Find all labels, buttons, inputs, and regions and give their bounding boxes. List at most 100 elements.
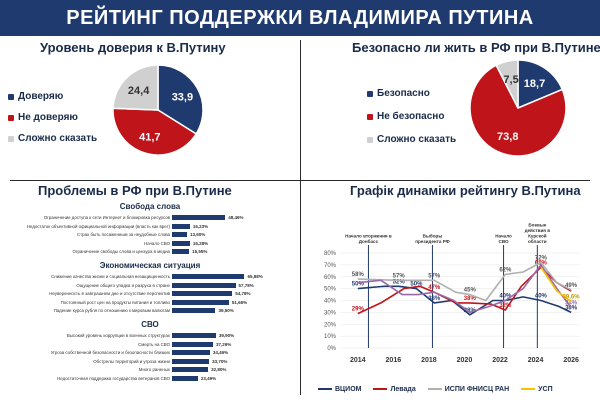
bar <box>172 274 245 279</box>
legend-label: УСП <box>538 386 553 393</box>
legend-swatch <box>367 113 373 120</box>
series-line <box>540 266 572 303</box>
x-tick-label: 2026 <box>563 357 579 364</box>
bar-label: Ощущение общего упадка и разруха в стран… <box>76 282 170 288</box>
safety-chart-title: Безопасно ли жить в РФ при В.Путине? <box>352 40 600 55</box>
data-label: 47% <box>428 285 441 291</box>
data-label: 34% <box>565 301 578 307</box>
bar-row: Ограничение доступа к сети Интернет и бл… <box>0 214 300 221</box>
x-tick-label: 2018 <box>421 357 437 364</box>
bar-label: Неуверенность в завтрашнем дне и отсутст… <box>49 291 170 297</box>
data-label: 38% <box>464 296 477 302</box>
bar <box>172 308 216 314</box>
bar-label: Ограничение доступа к сети Интернет и бл… <box>43 215 170 220</box>
legend-item: ИСПИ ФНИСЦ РАН <box>427 386 510 393</box>
bar-value-label: 39,90% <box>218 333 235 338</box>
event-label: Начало вторжения в <box>345 234 392 239</box>
pie-slice-label: 41,7 <box>139 132 160 144</box>
legend-item-unsure: Сложно сказать <box>367 128 456 151</box>
series-line <box>357 285 572 316</box>
problems-bar-chart: Свобода слова Ограничение доступа к сети … <box>0 194 300 400</box>
data-label: 32% <box>499 303 512 309</box>
dynamics-chart-title: Графік динаміки рейтингу В.Путина <box>350 183 581 198</box>
bar-row: Постоянный рост цен на продукты питания … <box>0 299 300 306</box>
section-heading: Экономическая ситуация <box>99 261 201 270</box>
x-tick-label: 2016 <box>386 357 402 364</box>
event-label: СВО <box>499 239 510 244</box>
vertical-divider <box>300 40 301 395</box>
legend-label: ИСПИ ФНИСЦ РАН <box>444 386 510 393</box>
bar <box>172 215 226 220</box>
horizontal-divider <box>10 180 590 181</box>
data-label: 29% <box>352 307 365 313</box>
bar <box>172 333 216 338</box>
data-label: 40% <box>499 294 512 300</box>
data-label: 52% <box>393 279 406 285</box>
bar-label: Начало СВО <box>144 240 170 246</box>
bar-label: Недостаток объективной официальной инфор… <box>26 223 170 229</box>
legend-swatch <box>373 388 388 391</box>
data-label: 57% <box>393 273 406 279</box>
event-label: Донбасс <box>359 238 379 244</box>
bar-value-label: 16,23% <box>192 223 209 229</box>
legend-label: ВЦИОМ <box>335 386 362 393</box>
legend-swatch <box>367 90 373 97</box>
legend-item-trust: Доверяю <box>8 86 97 107</box>
bar-value-label: 57,78% <box>238 282 254 288</box>
bar-row: Недостаточная поддержка государства вете… <box>0 375 300 382</box>
legend-item: ВЦИОМ <box>318 386 361 393</box>
data-label: 50% <box>410 282 423 288</box>
bar-value-label: 13,60% <box>189 232 206 238</box>
legend-item: Левада <box>373 386 416 393</box>
bar <box>172 249 190 255</box>
bar-value-label: 16,28% <box>192 240 209 246</box>
pie-slice-label: 33,9 <box>172 91 193 103</box>
y-tick-label: 50% <box>324 287 337 293</box>
legend-label: Доверяю <box>18 91 64 102</box>
event-label: области <box>528 238 547 244</box>
legend-label: Не безопасно <box>377 111 445 122</box>
section-heading: Свобода слова <box>119 202 181 211</box>
safety-legend: Безопасно Не безопасно Сложно сказать <box>367 82 456 151</box>
pie-slice-label: 7,5 <box>503 74 518 86</box>
bar <box>172 376 198 381</box>
legend-swatch <box>367 136 373 143</box>
data-label: 50% <box>352 282 365 288</box>
bar-row: Недостаток объективной официальной инфор… <box>0 223 300 230</box>
bar-value-label: 39,50% <box>218 308 234 314</box>
bar <box>172 358 210 364</box>
data-label: 49% <box>565 283 578 289</box>
legend-swatch <box>8 135 14 142</box>
bar-value-label: 34,46% <box>212 350 229 356</box>
bar-value-label: 23,49% <box>200 376 217 381</box>
legend-item-safe: Безопасно <box>367 82 456 105</box>
bar-label: Обстрелы территорий и угроза жизни <box>93 358 170 364</box>
bar <box>172 299 229 305</box>
y-tick-label: 10% <box>324 334 337 340</box>
bar-value-label: 48,46% <box>228 215 244 220</box>
legend-swatch <box>521 388 536 391</box>
bar-value-label: 32,80% <box>211 367 227 373</box>
pie-slice <box>112 107 198 156</box>
data-label: 45% <box>464 288 477 294</box>
legend-item-unsure: Сложно сказать <box>8 128 97 149</box>
legend-swatch <box>427 388 442 391</box>
x-tick-label: 2020 <box>457 357 473 364</box>
bar-row: Высокий уровень коррупции в военных стру… <box>0 332 300 339</box>
bar-row: Ощущение общего упадка и разруха в стран… <box>0 282 300 289</box>
bar-row: Много раненых 32,80% <box>0 366 300 373</box>
bar-row: Начало СВО 16,28% <box>0 240 300 247</box>
x-tick-label: 2022 <box>492 357 508 364</box>
bar-label: Недостаточная поддержка государства вете… <box>57 376 170 381</box>
legend-label: Левада <box>390 386 416 393</box>
bar-row: Неуверенность в завтрашнем дне и отсутст… <box>0 290 300 297</box>
series-line <box>357 261 572 302</box>
trust-pie-chart: 33,9 41,7 24,4 <box>112 64 204 156</box>
event-label: Начало <box>495 234 512 239</box>
section-heading: СВО <box>141 320 159 329</box>
data-label: 58% <box>352 272 365 278</box>
bar-value-label: 15,55% <box>192 249 208 255</box>
data-label: 28% <box>464 308 477 314</box>
bar-row: Страх быть посаженным за неудобные слова… <box>0 231 300 238</box>
bar-label: Много раненых <box>138 367 170 373</box>
